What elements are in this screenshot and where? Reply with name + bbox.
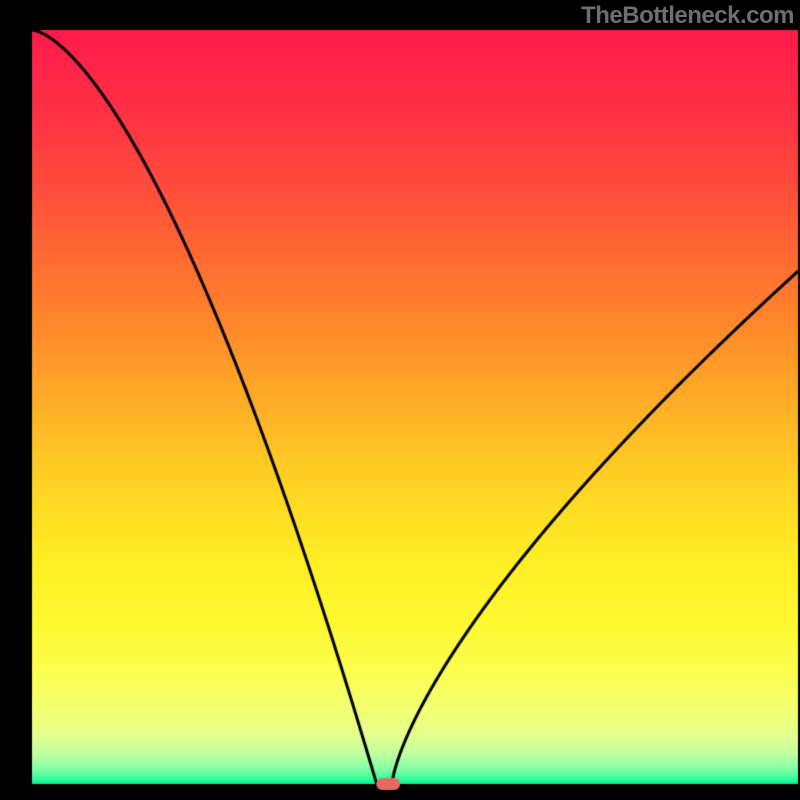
- bottleneck-chart-canvas: [0, 0, 800, 800]
- chart-container: TheBottleneck.com: [0, 0, 800, 800]
- watermark-text: TheBottleneck.com: [581, 2, 794, 30]
